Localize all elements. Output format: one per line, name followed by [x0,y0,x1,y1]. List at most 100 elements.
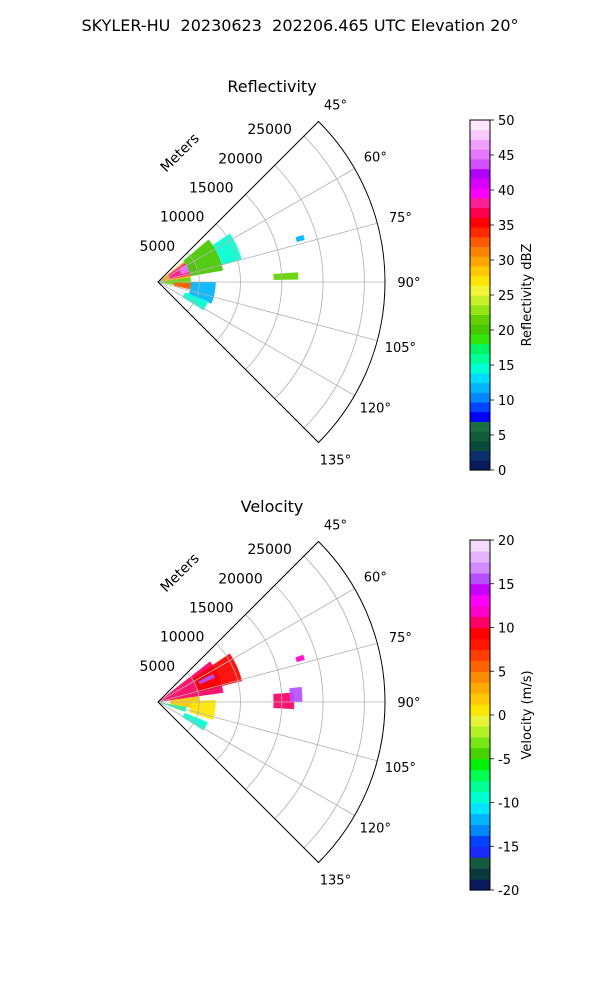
reflectivity-colorbar-band [470,120,490,131]
velocity-colorbar-band [470,605,490,618]
reflectivity-panel: Reflectivity 45° 60° 75° 90° 105° 120° 135° 50… [140,77,421,468]
velocity-echo-region [295,654,305,663]
reflectivity-r-tick-label: 5000 [140,239,176,255]
reflectivity-colorbar-band [470,372,490,384]
reflectivity-theta-tick-label: 120° [360,401,391,416]
velocity-colorbar-band [470,649,490,661]
velocity-colorbar-band [470,638,490,650]
velocity-radial-line [157,701,355,816]
figure-title: SKYLER-HU 20230623 202206.465 UTC Elevat… [81,16,519,35]
reflectivity-echo-region [273,272,299,280]
reflectivity-colorbar-tick-label: 50 [498,114,515,129]
velocity-colorbar-band [470,671,490,683]
reflectivity-colorbar-tick-label: 30 [498,254,515,269]
reflectivity-r-tick-label: 20000 [218,151,263,167]
velocity-r-ticks: 5000 10000 15000 20000 25000 [140,542,292,675]
reflectivity-radial-line [157,168,355,283]
velocity-sector-frame [157,540,386,864]
velocity-colorbar-label: Velocity (m/s) [520,670,535,759]
velocity-echo-region [273,692,295,710]
reflectivity-echo-region [174,282,191,290]
reflectivity-colorbar-tick-label: 40 [498,184,515,199]
velocity-r-tick-label: 25000 [247,542,292,558]
velocity-colorbar-tick-label: -5 [498,753,511,768]
reflectivity-theta-tick-label: 105° [385,341,416,356]
velocity-r-tick-label: 5000 [140,659,176,675]
reflectivity-radial-line [157,281,355,396]
velocity-theta-tick-label: 120° [360,821,391,836]
reflectivity-colorbar-band [470,236,490,247]
velocity-colorbar-tick-label: -20 [498,884,519,899]
reflectivity-colorbar-band [470,158,490,170]
velocity-colorbar-band [470,583,490,596]
reflectivity-colorbar-band [470,295,490,306]
reflectivity-colorbar-band [470,129,490,141]
velocity-colorbar-band [470,813,490,825]
velocity-r-tick-label: 20000 [218,571,263,587]
reflectivity-colorbar-band [470,168,490,179]
reflectivity-colorbar-band [470,139,490,150]
reflectivity-colorbar-band [470,450,490,461]
velocity-echo-region [198,673,215,685]
velocity-theta-tick-label: 75° [389,631,412,646]
reflectivity-colorbar-band [470,382,490,393]
reflectivity-colorbar-band [470,421,490,432]
reflectivity-colorbar-tick-label: 5 [498,429,506,444]
reflectivity-colorbar-tick-label: 25 [498,289,515,304]
velocity-colorbar-tick-label: 20 [498,534,515,549]
velocity-colorbar-band [470,736,490,749]
velocity-colorbar-ticks: -20 -15 -10 -5 0 5 10 15 20 [490,534,519,899]
velocity-theta-ticks: 45° 60° 75° 90° 105° 120° 135° [320,519,421,889]
reflectivity-colorbar-band [470,217,490,228]
reflectivity-colorbar-ticks: 0 5 10 15 20 25 30 35 40 45 50 [490,114,515,479]
reflectivity-colorbar-band [470,333,490,345]
velocity-echo-region [158,702,187,712]
velocity-colorbar-band [470,758,490,771]
reflectivity-r-ticks: 5000 10000 15000 20000 25000 [140,122,292,255]
velocity-radial-line [157,588,355,703]
reflectivity-r-axis-label: Meters [158,131,203,176]
reflectivity-colorbar-band [470,197,490,209]
velocity-colorbar-band [470,780,490,793]
velocity-theta-tick-label: 60° [364,571,387,586]
reflectivity-colorbar-band [470,246,490,257]
velocity-theta-tick-label: 135° [320,873,351,888]
reflectivity-colorbar-band [470,304,490,316]
reflectivity-theta-ticks: 45° 60° 75° 90° 105° 120° 135° [320,99,421,469]
reflectivity-colorbar-tick-label: 20 [498,324,515,339]
reflectivity-colorbar-band [470,149,490,160]
velocity-colorbar-band [470,627,490,640]
velocity-colorbar-band [470,747,490,760]
velocity-r-tick-label: 15000 [189,600,234,616]
reflectivity-echo-region [188,282,216,304]
velocity-panel: Velocity 45° 60° 75° 90° 105° 120° 135° 5000 10… [140,497,421,888]
reflectivity-theta-tick-label: 135° [320,453,351,468]
reflectivity-colorbar-tick-label: 35 [498,219,515,234]
reflectivity-colorbar-band [470,265,490,277]
velocity-colorbar-band [470,868,490,880]
reflectivity-theta-tick-label: 90° [397,276,420,291]
velocity-colorbar-band [470,857,490,869]
reflectivity-colorbar-tick-label: 45 [498,149,515,164]
reflectivity-colorbar-band [470,275,490,286]
velocity-colorbar-band [470,693,490,705]
velocity-colorbar-band [470,594,490,607]
reflectivity-colorbar-bands [470,120,490,471]
reflectivity-colorbar-band [470,188,490,199]
velocity-colorbar-band [470,561,490,574]
reflectivity-theta-tick-label: 45° [324,99,347,114]
reflectivity-colorbar-band [470,314,490,325]
velocity-colorbar-band [470,715,490,727]
reflectivity-colorbar-band [470,353,490,364]
velocity-echo-region [182,712,208,731]
velocity-colorbar-band [470,572,490,585]
velocity-colorbar-bands [470,540,490,891]
velocity-colorbar-band [470,616,490,629]
velocity-colorbar-tick-label: -10 [498,797,519,812]
velocity-echo-region [289,686,303,702]
velocity-panel-title: Velocity [241,497,304,516]
velocity-colorbar-band [470,704,490,716]
velocity-colorbar-tick-label: 0 [498,709,506,724]
velocity-colorbar-tick-label: 5 [498,665,506,680]
